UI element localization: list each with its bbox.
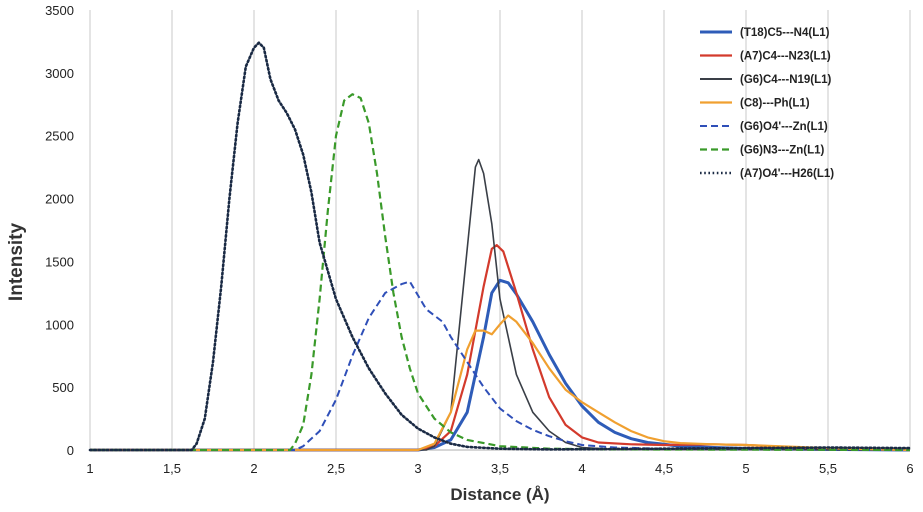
x-tick-label: 3,5: [491, 461, 509, 476]
x-tick-label: 5: [742, 461, 749, 476]
y-tick-label: 1000: [45, 317, 74, 332]
legend-label: (A7)C4---N23(L1): [740, 51, 831, 63]
x-tick-label: 5,5: [819, 461, 837, 476]
y-tick-label: 500: [52, 380, 74, 395]
series-line-4: [90, 314, 911, 452]
x-tick-label: 3: [414, 461, 421, 476]
y-tick-label: 2500: [45, 129, 74, 144]
x-tick-label: 1: [86, 461, 93, 476]
y-tick-label: 2000: [45, 192, 74, 207]
grid-lines: [89, 10, 911, 450]
x-tick-label: 4: [578, 461, 585, 476]
y-tick-label: 3000: [45, 66, 74, 81]
x-tick-label: 1,5: [163, 461, 181, 476]
x-tick-label: 2,5: [327, 461, 345, 476]
legend-label: (T18)C5---N4(L1): [740, 27, 830, 39]
series-line-1: [90, 278, 911, 452]
series-line-7: [88, 41, 912, 452]
x-tick-label: 2: [250, 461, 257, 476]
series-line-6: [90, 93, 911, 452]
y-tick-label: 1500: [45, 254, 74, 269]
x-axis-label: Distance (Å): [450, 485, 549, 504]
series-lines: [88, 41, 912, 452]
legend-label: (A7)O4'---H26(L1): [740, 168, 834, 180]
x-tick-label: 4,5: [655, 461, 673, 476]
x-axis-ticks: 1 1,5 2 2,5 3 3,5 4 4,5 5 5,5 6: [86, 461, 913, 476]
x-tick-label: 6: [906, 461, 913, 476]
legend-label: (G6)N3---Zn(L1): [740, 145, 824, 157]
legend-label: (G6)C4---N19(L1): [740, 74, 832, 86]
legend: (T18)C5---N4(L1) (A7)C4---N23(L1) (G6)C4--…: [700, 27, 834, 180]
series-line-5: [90, 280, 911, 451]
legend-label: (G6)O4'---Zn(L1): [740, 121, 828, 133]
y-tick-label: 3500: [45, 3, 74, 18]
y-axis-ticks: 0 500 1000 1500 2000 2500 3000 3500: [45, 3, 74, 458]
y-axis-label: Intensity: [6, 223, 27, 302]
legend-label: (C8)---Ph(L1): [740, 98, 810, 110]
y-tick-label: 0: [67, 443, 74, 458]
